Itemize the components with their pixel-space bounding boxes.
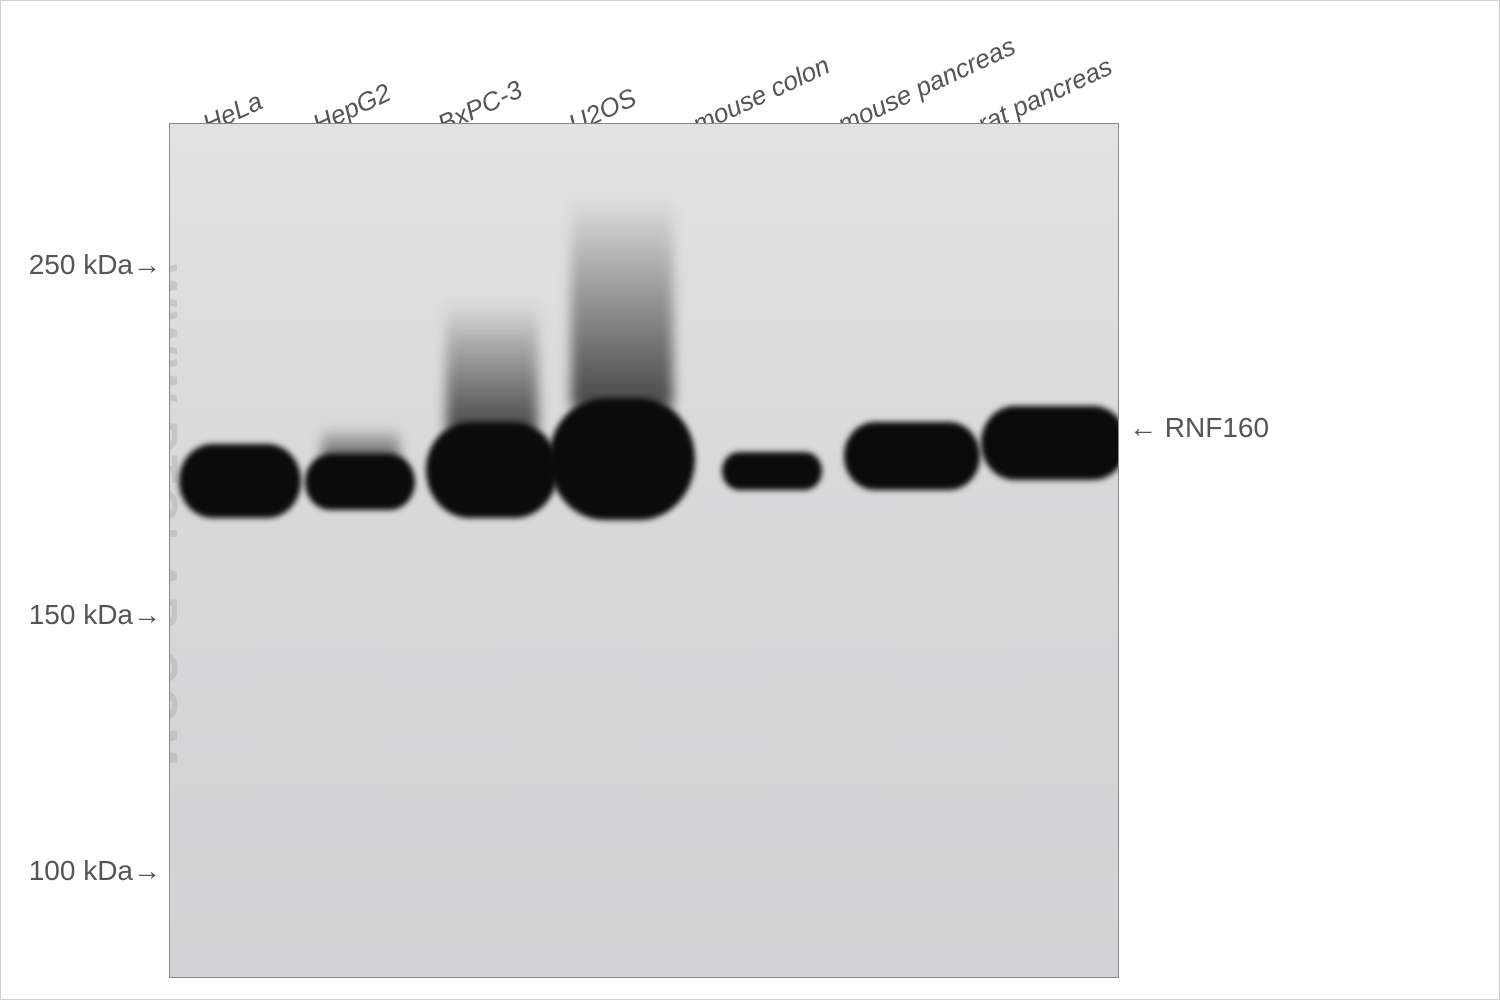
figure-container: HeLaHepG2BxPC-3U2OSmouse colonmouse panc… <box>0 0 1500 1000</box>
watermark-text: WWW.PTGLAB.COM <box>169 264 188 770</box>
protein-band <box>426 422 558 518</box>
protein-band <box>844 422 980 490</box>
mw-marker-label: 150 kDa→ <box>29 599 161 631</box>
band-smear <box>571 198 673 408</box>
blot-membrane: WWW.PTGLAB.COM <box>169 123 1119 978</box>
protein-band <box>549 398 695 520</box>
target-arrow: ← <box>1129 412 1157 443</box>
protein-band <box>981 406 1119 480</box>
mw-marker-label: 250 kDa→ <box>29 249 161 281</box>
protein-band <box>305 454 415 510</box>
band-smear <box>446 302 538 432</box>
target-band-label: ← RNF160 <box>1129 412 1269 444</box>
protein-band <box>179 444 301 518</box>
mw-marker-label: 100 kDa→ <box>29 855 161 887</box>
target-name: RNF160 <box>1165 412 1269 443</box>
protein-band <box>722 452 822 490</box>
